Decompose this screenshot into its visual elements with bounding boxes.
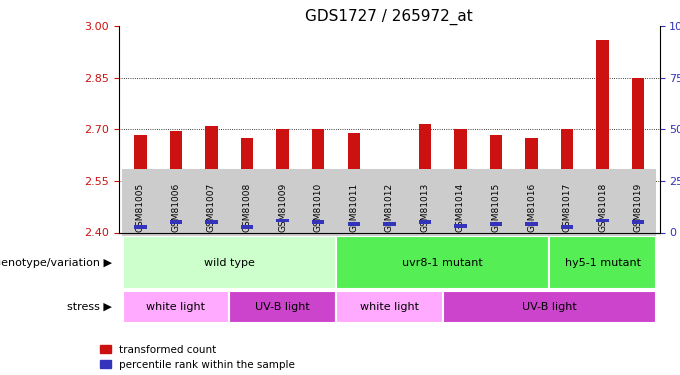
Bar [170, 220, 182, 224]
Bar [347, 222, 360, 226]
Text: GSM81012: GSM81012 [385, 183, 394, 232]
Bar [170, 131, 182, 232]
Text: GSM81009: GSM81009 [278, 183, 287, 232]
Bar [526, 222, 538, 226]
Bar [241, 225, 253, 229]
Text: stress ▶: stress ▶ [67, 302, 112, 312]
Bar [336, 236, 549, 289]
Bar [122, 236, 336, 289]
Bar [419, 124, 431, 232]
Text: GSM81016: GSM81016 [527, 183, 536, 232]
Bar [276, 129, 289, 232]
Bar [134, 135, 147, 232]
Text: GSM81008: GSM81008 [243, 183, 252, 232]
Bar [229, 291, 336, 322]
Bar [241, 138, 253, 232]
Bar [419, 220, 431, 224]
Bar [312, 220, 324, 224]
Text: GSM81007: GSM81007 [207, 183, 216, 232]
Bar [205, 126, 218, 232]
Bar [454, 129, 466, 232]
Text: GSM81015: GSM81015 [492, 183, 500, 232]
Text: hy5-1 mutant: hy5-1 mutant [564, 258, 641, 267]
Text: GSM81013: GSM81013 [420, 183, 429, 232]
Bar [383, 222, 396, 226]
Text: UV-B light: UV-B light [255, 302, 310, 312]
Bar [526, 138, 538, 232]
Bar [490, 222, 503, 226]
Text: white light: white light [146, 302, 205, 312]
Bar [454, 224, 466, 228]
Bar [122, 291, 229, 322]
Bar [205, 220, 218, 224]
Bar [443, 291, 656, 322]
Text: GSM81006: GSM81006 [171, 183, 180, 232]
Bar [561, 225, 573, 229]
Legend: transformed count, percentile rank within the sample: transformed count, percentile rank withi… [101, 345, 295, 370]
Title: GDS1727 / 265972_at: GDS1727 / 265972_at [305, 9, 473, 25]
Bar [336, 291, 443, 322]
Bar [312, 129, 324, 232]
Bar [490, 135, 503, 232]
Text: GSM81018: GSM81018 [598, 183, 607, 232]
Text: GSM81011: GSM81011 [350, 183, 358, 232]
Bar [276, 219, 289, 222]
Text: GSM81017: GSM81017 [562, 183, 572, 232]
Bar [596, 219, 609, 222]
Text: genotype/variation ▶: genotype/variation ▶ [0, 258, 112, 267]
Text: GSM81005: GSM81005 [136, 183, 145, 232]
Text: UV-B light: UV-B light [522, 302, 577, 312]
Bar [347, 133, 360, 232]
Bar [134, 225, 147, 229]
Text: GSM81010: GSM81010 [313, 183, 323, 232]
Bar [632, 78, 645, 232]
Text: GSM81014: GSM81014 [456, 183, 465, 232]
Bar [596, 40, 609, 232]
Text: wild type: wild type [204, 258, 255, 267]
Text: uvr8-1 mutant: uvr8-1 mutant [403, 258, 483, 267]
Text: white light: white light [360, 302, 419, 312]
Bar [549, 236, 656, 289]
Bar [383, 179, 396, 232]
Bar [632, 220, 645, 224]
Bar [561, 129, 573, 232]
Text: GSM81019: GSM81019 [634, 183, 643, 232]
